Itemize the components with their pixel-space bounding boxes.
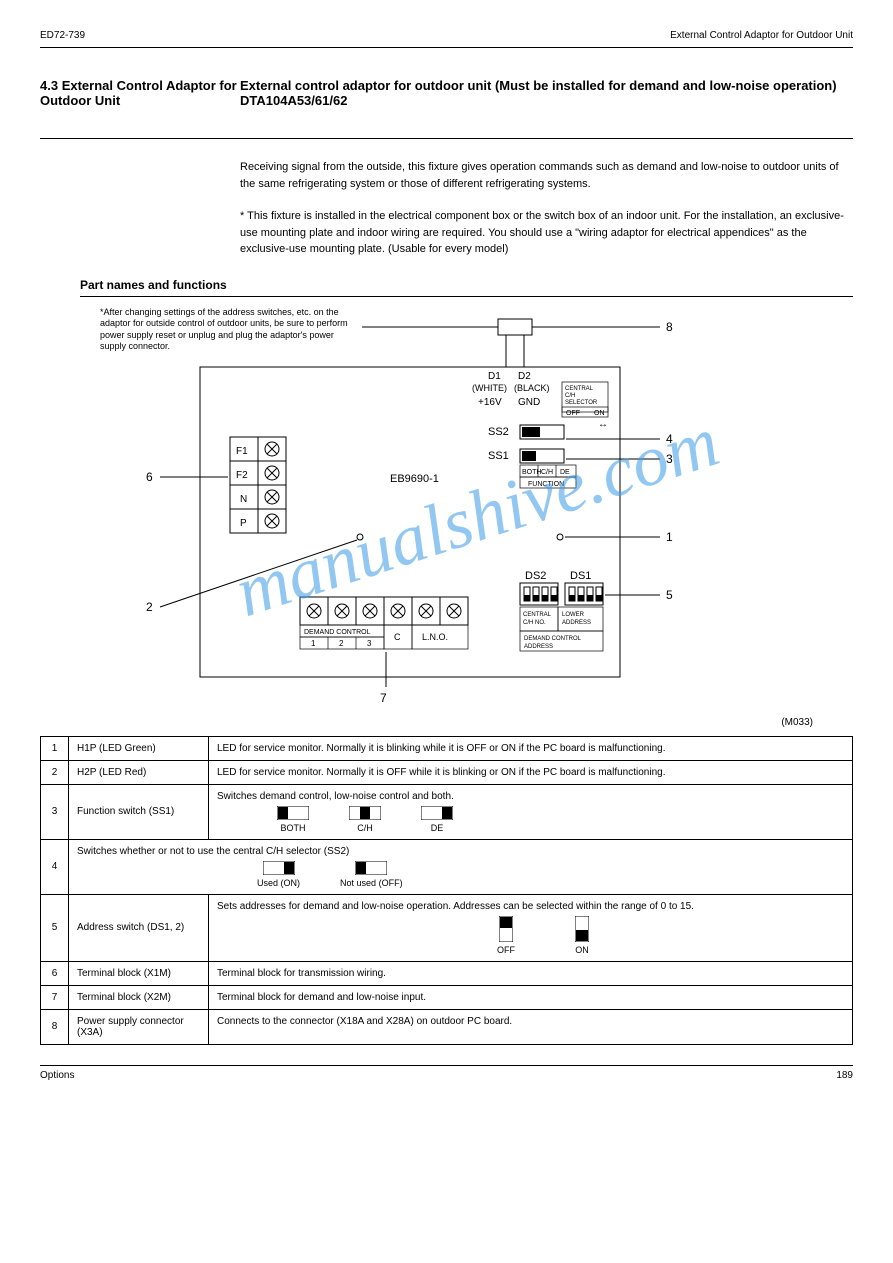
- switch-option: DE: [421, 806, 453, 833]
- switch-option: Used (ON): [257, 861, 300, 888]
- label-16v: +16V: [478, 397, 502, 408]
- paragraph-2: * This fixture is installed in the elect…: [240, 208, 853, 258]
- svg-text:DEMAND CONTROL: DEMAND CONTROL: [524, 636, 582, 642]
- section-heading: External Control Adaptor for Outdoor Uni…: [40, 78, 237, 108]
- label-gnd: GND: [518, 397, 540, 408]
- callout-5: 5: [666, 588, 673, 602]
- subhead: Part names and functions: [80, 278, 853, 292]
- svg-text:N: N: [240, 494, 247, 505]
- legend-table: 1 H1P (LED Green) LED for service monito…: [40, 736, 853, 1045]
- table-row: 7 Terminal block (X2M) Terminal block fo…: [41, 985, 853, 1009]
- section-rule: [40, 138, 853, 139]
- footer-left: Options: [40, 1070, 74, 1081]
- svg-text:C/H NO.: C/H NO.: [523, 620, 546, 626]
- row-desc: LED for service monitor. Normally it is …: [209, 736, 853, 760]
- subhead-rule: [80, 296, 853, 297]
- svg-text:1: 1: [311, 639, 316, 648]
- svg-text:DE: DE: [560, 469, 570, 476]
- switch-option: ON: [575, 916, 589, 955]
- svg-text:LOWER: LOWER: [562, 612, 585, 618]
- svg-text:F2: F2: [236, 470, 248, 481]
- header-rule: [40, 47, 853, 48]
- switch-option: C/H: [349, 806, 381, 833]
- label-d2: D2: [518, 371, 531, 382]
- table-row: 3 Function switch (SS1) Switches demand …: [41, 784, 853, 839]
- callout-2: 2: [146, 600, 153, 614]
- diagram-note: *After changing settings of the address …: [100, 307, 360, 352]
- label-white: (WHITE): [472, 383, 507, 393]
- callout-8: 8: [666, 320, 673, 334]
- svg-text:FUNCTION: FUNCTION: [528, 481, 564, 488]
- label-ds1: DS1: [570, 570, 591, 582]
- pcb-diagram: manualshive.com *After changing settings…: [100, 307, 853, 728]
- switch-option: Not used (OFF): [340, 861, 403, 888]
- switch-option: OFF: [497, 916, 515, 955]
- callout-7: 7: [380, 691, 387, 705]
- table-row: 4 Switches whether or not to use the cen…: [41, 839, 853, 894]
- table-row: 2 H2P (LED Red) LED for service monitor.…: [41, 760, 853, 784]
- table-row: 1 H1P (LED Green) LED for service monito…: [41, 736, 853, 760]
- footer-right: 189: [836, 1070, 853, 1081]
- svg-text:P: P: [240, 518, 247, 529]
- section-title: External control adaptor for outdoor uni…: [240, 78, 853, 108]
- section-number: 4.3: [40, 78, 58, 93]
- switch-option: BOTH: [277, 806, 309, 833]
- header-left: ED72-739: [40, 30, 85, 41]
- svg-text:L.N.O.: L.N.O.: [422, 632, 448, 642]
- diagram-svg: *After changing settings of the address …: [100, 307, 740, 717]
- callout-4: 4: [666, 432, 673, 446]
- dip-ds1: [565, 583, 603, 605]
- label-ds2: DS2: [525, 570, 546, 582]
- svg-text:OFF: OFF: [566, 410, 580, 417]
- callout-1: 1: [666, 530, 673, 544]
- label-ss2-desc: CENTRAL: [565, 386, 594, 392]
- svg-text:DEMAND CONTROL: DEMAND CONTROL: [304, 629, 371, 636]
- svg-text:2: 2: [339, 639, 344, 648]
- svg-text:ADDRESS: ADDRESS: [524, 644, 553, 650]
- dip-ds2: [520, 583, 558, 605]
- callout-3: 3: [666, 452, 673, 466]
- svg-text:ADDRESS: ADDRESS: [562, 620, 591, 626]
- paragraph-1: Receiving signal from the outside, this …: [240, 159, 853, 192]
- callout-6: 6: [146, 470, 153, 484]
- diagram-caption: (M033): [100, 717, 813, 728]
- svg-text:3: 3: [367, 639, 372, 648]
- svg-text:ON: ON: [594, 410, 605, 417]
- label-ss2: SS2: [488, 426, 509, 438]
- label-black: (BLACK): [514, 383, 550, 393]
- board-id: EB9690-1: [390, 473, 439, 485]
- table-row: 6 Terminal block (X1M) Terminal block fo…: [41, 961, 853, 985]
- row-num: 1: [41, 736, 69, 760]
- svg-text:C: C: [394, 632, 401, 642]
- row-label: H1P (LED Green): [69, 736, 209, 760]
- terminal-x1m: F1 F2 N P: [230, 437, 286, 533]
- svg-text:C/H: C/H: [541, 469, 553, 476]
- svg-text:↔: ↔: [598, 419, 608, 430]
- table-row: 5 Address switch (DS1, 2) Sets addresses…: [41, 894, 853, 961]
- header-right: External Control Adaptor for Outdoor Uni…: [670, 30, 853, 41]
- terminal-x2m: DEMAND CONTROL 1 2 3 C L.N.O.: [300, 597, 468, 649]
- svg-text:F1: F1: [236, 446, 248, 457]
- svg-text:BOTH: BOTH: [522, 469, 541, 476]
- svg-text:C/H: C/H: [565, 393, 575, 399]
- svg-text:CENTRAL: CENTRAL: [523, 612, 552, 618]
- svg-text:SELECTOR: SELECTOR: [565, 400, 598, 406]
- table-row: 8 Power supply connector (X3A) Connects …: [41, 1009, 853, 1044]
- label-ss1: SS1: [488, 450, 509, 462]
- label-d1: D1: [488, 371, 501, 382]
